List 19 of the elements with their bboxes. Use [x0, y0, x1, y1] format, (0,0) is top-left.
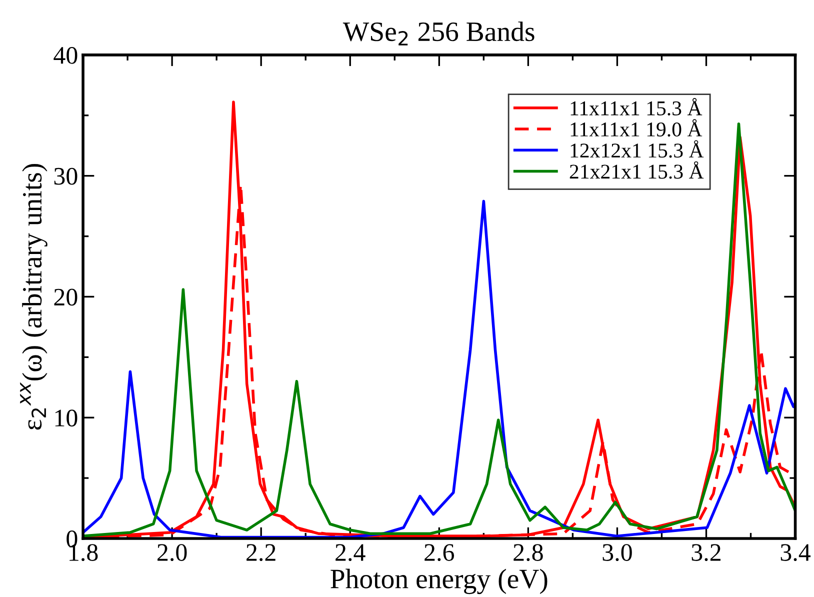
legend-label: 11x11x1 19.0 Å — [570, 119, 702, 137]
legend-label: 12x12x1 15.3 Å — [570, 140, 704, 158]
x-tick-label: 3.4 — [780, 544, 811, 562]
x-tick-label: 2.6 — [424, 544, 454, 562]
y-tick-label: 40 — [54, 46, 78, 64]
y-tick-label: 30 — [54, 168, 78, 185]
x-axis-title: Photon energy (eV) — [330, 568, 548, 594]
chart-title: WSe$_{2}$ 256 Bands — [342, 22, 534, 46]
y-tick-label: 20 — [54, 288, 78, 306]
x-tick-label: 3.0 — [602, 544, 632, 562]
legend-label: 21x21x1 15.3 Å — [570, 161, 704, 179]
x-tick-label: 2.0 — [158, 544, 187, 562]
legend-label: 11x11x1 15.3 Å — [570, 98, 702, 116]
x-tick-label: 3.2 — [692, 544, 720, 562]
x-tick-label: 2.2 — [246, 544, 276, 562]
x-tick-label: 2.8 — [514, 544, 543, 562]
y-axis-title: ε$_{2}$$^{xx}$(ω) (arbitrary units) — [20, 164, 48, 430]
y-tick-label: 10 — [55, 410, 78, 427]
x-tick-label: 2.4 — [336, 544, 366, 562]
